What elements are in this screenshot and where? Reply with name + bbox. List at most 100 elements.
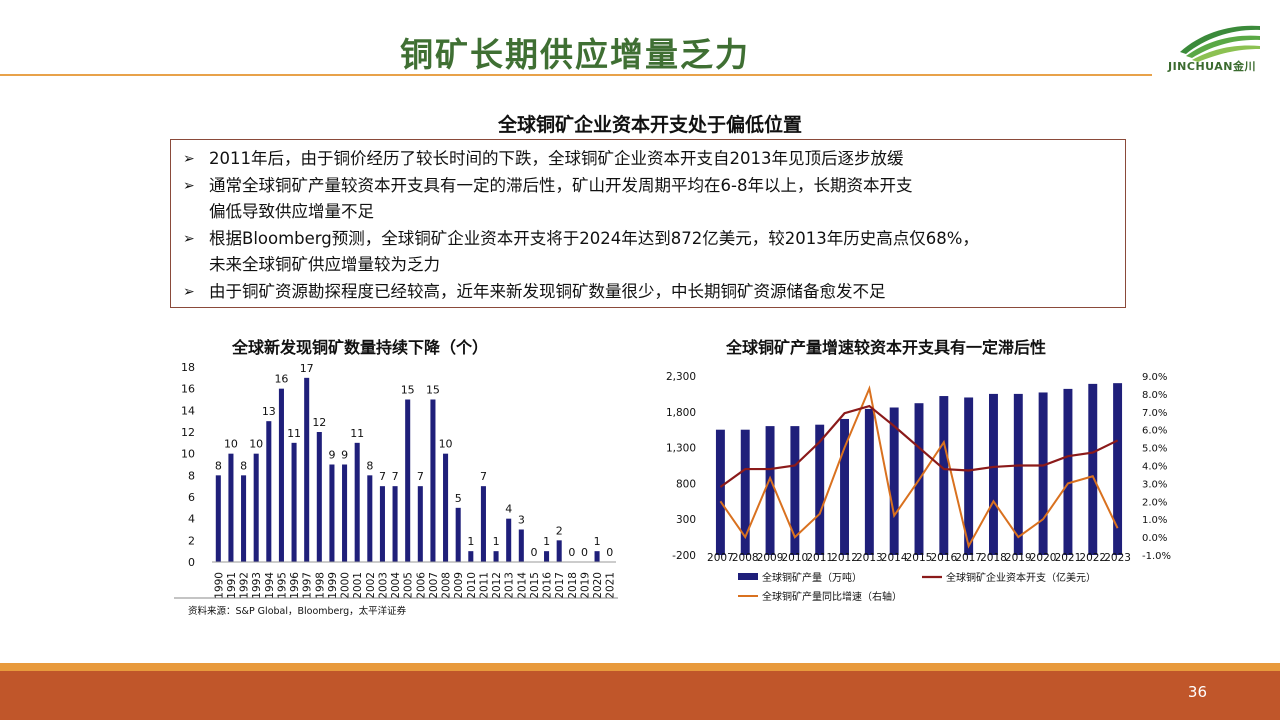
bar (304, 377, 310, 562)
left-y-tick-label: 1,300 (666, 443, 696, 455)
bar (266, 421, 272, 562)
data-label: 7 (392, 470, 399, 483)
production-bar (840, 418, 849, 555)
bullet-text: 由于铜矿资源勘探程度已经较高，近年来新发现铜矿数量很少，中长期铜矿资源储备愈发不… (209, 281, 886, 301)
x-tick-label: 2023 (1104, 552, 1131, 564)
right-y-tick-label: -1.0% (1142, 551, 1171, 562)
summary-box: ➢ 2011年后，由于铜价经历了较长时间的下跌，全球铜矿企业资本开支自2013年… (170, 139, 1126, 308)
summary-heading: 全球铜矿企业资本开支处于偏低位置 (497, 114, 802, 136)
x-tick-label: 1991 (226, 572, 238, 599)
y-tick-label: 8 (188, 469, 195, 482)
discoveries-bar-chart: 0246810121416188199010199181992101993131… (174, 361, 618, 617)
right-y-tick-label: 9.0% (1142, 372, 1167, 383)
capex-line (719, 404, 1119, 488)
bullet-item: ➢ 2011年后，由于铜价经历了较长时间的下跌，全球铜矿企业资本开支自2013年… (179, 146, 1117, 173)
jinchuan-logo-icon (1180, 25, 1260, 62)
production-bar (889, 407, 899, 555)
y-tick-label: 16 (181, 383, 195, 396)
arrow-bullet-icon: ➢ (183, 230, 195, 247)
x-tick-label: 2022 (1079, 552, 1106, 564)
y-tick-label: 2 (188, 534, 195, 547)
bar (342, 464, 348, 562)
x-tick-label: 2011 (478, 572, 490, 599)
y-tick-label: 12 (181, 426, 195, 439)
data-label: 5 (455, 492, 462, 505)
logo-text: JINCHUAN金川 (1168, 60, 1256, 73)
y-tick-label: 14 (181, 404, 195, 417)
data-label: 8 (366, 459, 373, 472)
x-tick-label: 2006 (415, 572, 427, 599)
production-bar (1088, 383, 1098, 555)
data-label: 0 (530, 546, 537, 559)
y-tick-label: 18 (181, 361, 195, 374)
data-label: 16 (274, 373, 288, 386)
production-capex-chart-title: 全球铜矿产量增速较资本开支具有一定滞后性 (726, 338, 1047, 357)
x-tick-label: 2021 (1055, 552, 1082, 564)
bullet-text: 根据Bloomberg预测，全球铜矿企业资本开支将于2024年达到872亿美元，… (209, 228, 979, 248)
x-tick-label: 2007 (707, 552, 734, 564)
right-y-tick-label: 3.0% (1142, 479, 1167, 490)
legend-production-swatch (738, 573, 758, 580)
x-tick-label: 1993 (251, 572, 263, 599)
x-tick-label: 1992 (239, 572, 251, 599)
x-tick-label: 2003 (377, 572, 389, 599)
x-tick-label: 2017 (554, 572, 566, 599)
x-tick-label: 2016 (930, 552, 957, 564)
x-tick-label: 2019 (579, 572, 591, 599)
x-tick-label: 2014 (516, 572, 528, 599)
right-y-tick-label: 0.0% (1142, 533, 1167, 544)
x-tick-label: 2018 (567, 572, 579, 599)
x-tick-label: 2012 (831, 552, 858, 564)
production-bar (740, 429, 750, 555)
data-label: 0 (568, 546, 575, 559)
x-tick-label: 2009 (453, 572, 465, 599)
production-bar (964, 397, 974, 555)
data-label: 2 (556, 524, 563, 537)
bar (316, 432, 322, 562)
bar (544, 551, 550, 562)
bar (506, 518, 512, 562)
data-label: 7 (480, 470, 487, 483)
data-label: 7 (379, 470, 386, 483)
production-bar (989, 393, 998, 555)
data-label: 17 (300, 362, 314, 375)
production-bar (715, 429, 725, 555)
data-label: 11 (287, 427, 301, 440)
data-label: 3 (518, 514, 525, 527)
arrow-bullet-icon: ➢ (183, 283, 195, 300)
footer-bar (0, 671, 1280, 720)
data-label: 8 (240, 459, 247, 472)
y-tick-label: 6 (188, 491, 195, 504)
legend-capex-label: 全球铜矿企业资本开支（亿美元） (946, 571, 1096, 584)
x-tick-label: 2009 (757, 552, 784, 564)
bar (241, 475, 247, 562)
bar (354, 442, 360, 562)
data-label: 15 (426, 384, 440, 397)
data-label: 4 (505, 503, 512, 516)
production-bar (1013, 393, 1023, 555)
y-tick-label: 0 (188, 556, 195, 569)
bullet-text-continued: 偏低导致供应增量不足 (209, 202, 374, 221)
right-y-tick-label: 5.0% (1142, 444, 1167, 455)
legend-production-label: 全球铜矿产量（万吨） (762, 571, 862, 584)
right-y-tick-label: 1.0% (1142, 515, 1167, 526)
y-tick-label: 4 (188, 513, 195, 526)
bar (215, 475, 221, 562)
bar (443, 453, 449, 562)
right-y-tick-label: 8.0% (1142, 390, 1167, 401)
discoveries-chart-title: 全球新发现铜矿数量持续下降（个） (232, 338, 489, 357)
data-label: 11 (350, 427, 364, 440)
data-label: 15 (401, 384, 415, 397)
data-label: 12 (312, 416, 326, 429)
production-bar (939, 396, 949, 555)
x-tick-label: 2016 (542, 572, 554, 599)
bar (518, 529, 524, 562)
x-tick-label: 2008 (732, 552, 759, 564)
left-y-tick-label: 300 (676, 514, 696, 526)
x-tick-label: 2010 (466, 572, 478, 599)
x-tick-label: 2008 (441, 572, 453, 599)
bar (417, 486, 423, 562)
bullet-item: ➢ 通常全球铜矿产量较资本开支具有一定的滞后性，矿山开发周期平均在6-8年以上，… (179, 173, 1117, 226)
y-tick-label: 10 (181, 448, 195, 461)
bar (493, 551, 499, 562)
